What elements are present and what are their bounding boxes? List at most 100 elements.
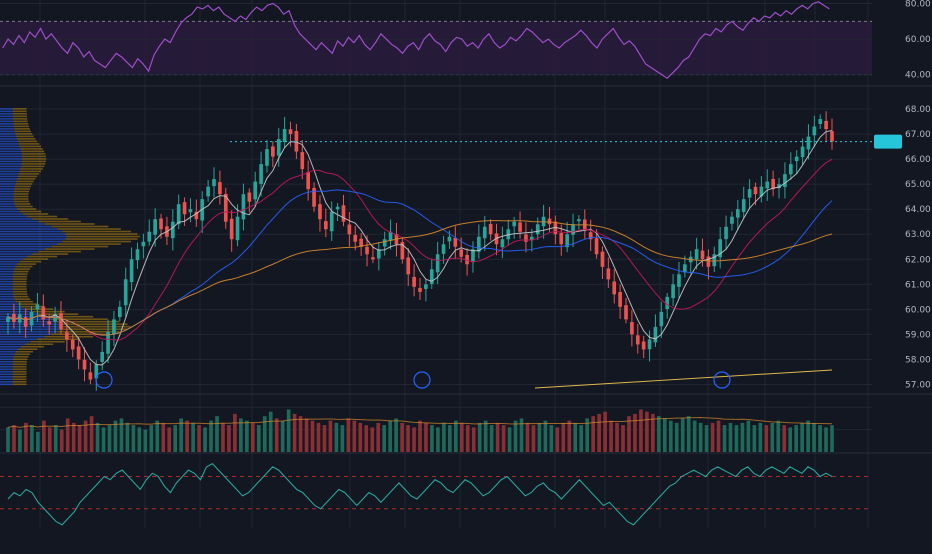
vp-bar-orange — [12, 380, 27, 383]
candle-body — [318, 204, 322, 220]
vp-bar-orange — [18, 173, 40, 175]
vp-bar-orange — [12, 383, 27, 386]
volume-bar — [591, 416, 595, 452]
dividend-marker[interactable] — [413, 371, 431, 389]
vp-bar-orange — [44, 335, 94, 338]
volume-bar — [549, 425, 554, 452]
candle-body — [59, 313, 63, 330]
oscillator-pane — [0, 462, 872, 526]
candle — [806, 124, 811, 160]
volume-bar — [603, 411, 607, 452]
volume-bar — [752, 425, 757, 452]
volume-bar — [818, 425, 822, 452]
vp-bar-orange — [18, 143, 40, 145]
volume-pane — [0, 406, 872, 452]
candle-body — [147, 231, 152, 242]
candle — [465, 248, 469, 276]
vp-bar-blue — [0, 125, 14, 128]
volume-bar — [6, 427, 10, 452]
candle-body — [235, 216, 240, 241]
volume-bar — [203, 427, 207, 452]
vp-bar-orange — [13, 355, 29, 358]
volume-bar — [483, 420, 488, 452]
vp-bar-orange — [38, 220, 81, 223]
volume-bar — [495, 422, 500, 452]
candle-body — [159, 218, 163, 230]
volume-bar — [125, 422, 130, 452]
dividend-marker[interactable] — [713, 371, 731, 389]
vp-bar-orange — [17, 303, 38, 305]
volume-bar — [728, 422, 733, 452]
vp-bar-orange — [12, 375, 27, 378]
volume-bar — [597, 413, 601, 452]
vp-bar-orange — [51, 245, 109, 248]
vp-bar-orange — [13, 295, 29, 298]
candle — [730, 211, 734, 231]
volume-bar — [442, 422, 446, 452]
vp-bar-orange — [20, 148, 43, 150]
candle — [518, 211, 522, 239]
dividend-marker[interactable] — [95, 371, 113, 389]
vp-bar-orange — [45, 223, 95, 225]
vp-bar-blue — [0, 230, 63, 233]
candle-body — [565, 234, 569, 248]
vp-bar-blue — [0, 253, 33, 255]
candle — [335, 202, 340, 222]
vp-bar-orange — [38, 250, 81, 253]
volume-bar — [155, 420, 160, 452]
candle — [82, 347, 87, 382]
candle — [94, 360, 99, 391]
candle — [341, 194, 346, 227]
candle — [712, 246, 717, 272]
vp-bar-orange — [12, 283, 27, 285]
candle-body — [630, 322, 634, 335]
vp-bar-blue — [0, 290, 13, 293]
candle-body — [288, 129, 293, 135]
vp-bar-orange — [12, 368, 27, 371]
candle — [783, 162, 787, 199]
candle-body — [41, 306, 46, 320]
candle — [53, 306, 57, 334]
candle-body — [347, 224, 352, 235]
vp-bar-orange — [13, 193, 29, 195]
vp-bar-orange — [62, 325, 131, 328]
vp-bar-orange — [12, 278, 27, 280]
candle — [777, 177, 781, 199]
candle-body — [153, 219, 157, 235]
vp-bar-blue — [0, 300, 16, 303]
candle-body — [624, 305, 628, 320]
vp-bar-orange — [16, 178, 36, 180]
volume-bar — [36, 431, 40, 452]
candle-body — [253, 181, 258, 200]
candle-body — [176, 204, 181, 225]
candle — [606, 257, 611, 288]
volume-bar — [794, 425, 798, 452]
vp-bar-orange — [13, 198, 29, 200]
candle-body — [388, 231, 393, 241]
candle — [318, 195, 322, 232]
vp-bar-orange — [22, 158, 47, 160]
candle — [765, 169, 770, 201]
candle-body — [324, 221, 328, 230]
vp-bar-blue — [0, 143, 19, 145]
candle-body — [341, 205, 346, 222]
candle — [724, 215, 728, 250]
vp-bar-orange — [13, 273, 28, 275]
candle — [300, 140, 305, 180]
vp-bar-blue — [0, 130, 15, 133]
volume-bar — [806, 420, 810, 452]
candle — [653, 314, 658, 347]
price-tick-label: 63.00 — [905, 230, 931, 240]
candle-body — [282, 129, 287, 143]
candle — [235, 204, 240, 247]
vp-bar-orange — [56, 320, 120, 323]
candle-body — [259, 164, 263, 184]
vp-bar-blue — [0, 255, 28, 258]
vp-bar-blue — [0, 190, 14, 193]
vp-bar-orange — [44, 315, 94, 318]
volume-bar — [179, 418, 183, 452]
candle-body — [694, 249, 699, 260]
candle — [212, 167, 216, 198]
vp-bar-orange — [30, 310, 65, 313]
